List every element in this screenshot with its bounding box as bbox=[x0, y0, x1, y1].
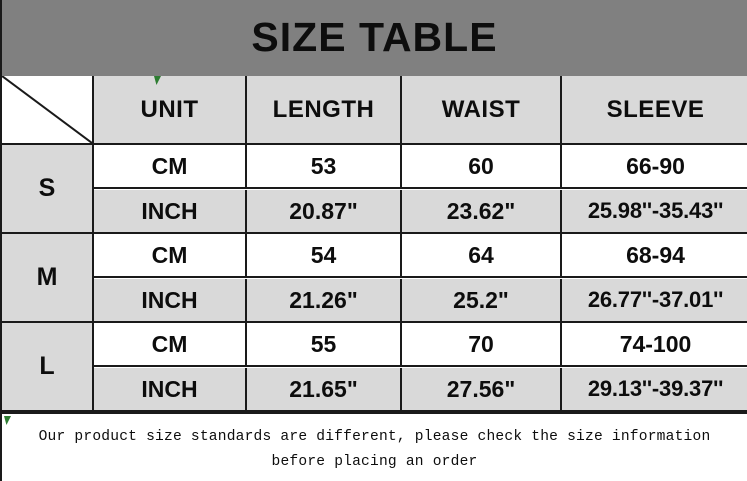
unit-row-cm: CM 53 60 66-90 bbox=[94, 145, 747, 190]
green-marker-icon bbox=[4, 416, 11, 425]
cell-unit: INCH bbox=[94, 190, 247, 234]
cell-sleeve: 29.13''-39.37'' bbox=[562, 368, 747, 412]
unit-row-inch: INCH 20.87" 23.62" 25.98''-35.43'' bbox=[94, 190, 747, 234]
cell-unit: CM bbox=[94, 234, 247, 278]
cell-unit: CM bbox=[94, 145, 247, 189]
unit-row-cm: CM 54 64 68-94 bbox=[94, 234, 747, 279]
title-band: SIZE TABLE bbox=[0, 0, 747, 76]
table-row: L CM 55 70 74-100 INCH 21.65" 27.56" 29.… bbox=[2, 323, 747, 412]
table-row: M CM 54 64 68-94 INCH 21.26" 25.2" 26.77… bbox=[2, 234, 747, 323]
cell-length: 21.26" bbox=[247, 279, 402, 323]
green-marker-icon bbox=[154, 76, 161, 85]
cell-length: 20.87" bbox=[247, 190, 402, 234]
cell-unit: INCH bbox=[94, 368, 247, 412]
corner-cell-diagonal bbox=[2, 76, 94, 145]
cell-sleeve: 68-94 bbox=[562, 234, 747, 278]
cell-waist: 27.56" bbox=[402, 368, 562, 412]
unit-row-inch: INCH 21.65" 27.56" 29.13''-39.37'' bbox=[94, 368, 747, 412]
footer-note-text: Our product size standards are different… bbox=[38, 429, 711, 470]
cell-length: 54 bbox=[247, 234, 402, 278]
cell-length: 55 bbox=[247, 323, 402, 367]
cell-unit: CM bbox=[94, 323, 247, 367]
diagonal-slash-icon bbox=[2, 76, 92, 143]
unit-row-inch: INCH 21.26" 25.2" 26.77''-37.01'' bbox=[94, 279, 747, 323]
cell-waist: 23.62" bbox=[402, 190, 562, 234]
cell-sleeve: 26.77''-37.01'' bbox=[562, 279, 747, 323]
cell-sleeve: 66-90 bbox=[562, 145, 747, 189]
table-row: S CM 53 60 66-90 INCH 20.87" 23.62" 25.9… bbox=[2, 145, 747, 234]
size-label-l: L bbox=[2, 323, 94, 412]
size-table: UNIT LENGTH WAIST SLEEVE S CM 53 60 66-9… bbox=[0, 76, 747, 412]
unit-row-cm: CM 55 70 74-100 bbox=[94, 323, 747, 368]
cell-waist: 25.2" bbox=[402, 279, 562, 323]
column-header-waist: WAIST bbox=[402, 76, 562, 145]
size-label-s: S bbox=[2, 145, 94, 234]
cell-length: 21.65" bbox=[247, 368, 402, 412]
cell-waist: 64 bbox=[402, 234, 562, 278]
cell-waist: 70 bbox=[402, 323, 562, 367]
footer-note-box: Our product size standards are different… bbox=[0, 412, 747, 481]
cell-sleeve: 74-100 bbox=[562, 323, 747, 367]
column-header-length: LENGTH bbox=[247, 76, 402, 145]
table-header-row: UNIT LENGTH WAIST SLEEVE bbox=[2, 76, 747, 145]
cell-sleeve: 25.98''-35.43'' bbox=[562, 190, 747, 234]
size-label-m: M bbox=[2, 234, 94, 323]
column-header-sleeve: SLEEVE bbox=[562, 76, 747, 145]
cell-length: 53 bbox=[247, 145, 402, 189]
cell-unit: INCH bbox=[94, 279, 247, 323]
column-header-unit: UNIT bbox=[94, 76, 247, 145]
page-title: SIZE TABLE bbox=[251, 13, 498, 60]
cell-waist: 60 bbox=[402, 145, 562, 189]
